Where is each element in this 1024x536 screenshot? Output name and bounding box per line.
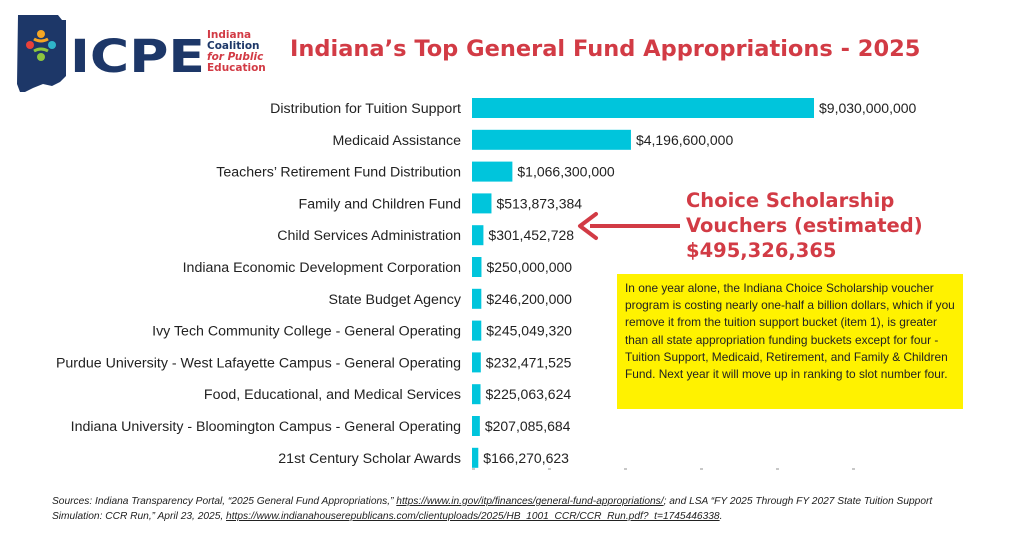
voucher-callout: Choice Scholarship Vouchers (estimated) … (686, 188, 923, 263)
data-label: $250,000,000 (486, 259, 572, 275)
data-label: $232,471,525 (486, 354, 572, 370)
category-label: State Budget Agency (328, 292, 461, 308)
data-label: $4,196,600,000 (636, 132, 734, 148)
data-label: $245,049,320 (486, 323, 572, 339)
bar (472, 129, 631, 150)
axis-tick (472, 468, 475, 470)
category-label: Distribution for Tuition Support (270, 101, 461, 117)
axis-tick (624, 468, 627, 470)
category-label: Ivy Tech Community College - General Ope… (152, 324, 461, 340)
axis-tick (700, 468, 703, 470)
bar (472, 288, 482, 309)
category-label: Medicaid Assistance (332, 133, 461, 149)
category-label: Purdue University - West Lafayette Campu… (56, 355, 461, 371)
sources-citation: Sources: Indiana Transparency Portal, “2… (52, 494, 972, 524)
category-label: Indiana Economic Development Corporation (183, 260, 461, 276)
axis-tick (852, 468, 855, 470)
data-label: $225,063,624 (486, 386, 572, 402)
bar (472, 447, 479, 468)
data-label: $301,452,728 (488, 227, 574, 243)
sources-text: . (719, 511, 723, 522)
data-label: $513,873,384 (496, 195, 582, 211)
bar (472, 98, 814, 118)
bar (472, 352, 481, 373)
axis-tick (548, 468, 551, 470)
category-label: Food, Educational, and Medical Services (204, 387, 461, 403)
callout-line: Vouchers (estimated) (686, 214, 923, 237)
bar (472, 416, 480, 436)
logo-org-line: Coalition (207, 40, 260, 52)
category-label: Teachers’ Retirement Fund Distribution (216, 165, 461, 181)
bar (472, 161, 513, 182)
source-link-house-republicans[interactable]: https://www.indianahouserepublicans.com/… (226, 511, 720, 522)
bar (472, 257, 482, 277)
category-label: Family and Children Fund (299, 196, 461, 212)
category-label: Indiana University - Bloomington Campus … (71, 419, 461, 435)
callout-line: $495,326,365 (686, 239, 837, 262)
data-label: $207,085,684 (485, 418, 571, 434)
bar (472, 320, 482, 341)
logo-acronym: ICPE (70, 30, 205, 83)
source-link-transparency-portal[interactable]: https://www.in.gov/itp/finances/general-… (396, 496, 664, 507)
bar (472, 225, 484, 246)
callout-arrow-head (578, 212, 598, 240)
logo-org-line: Indiana (207, 29, 252, 41)
figures-icon (26, 30, 56, 61)
category-label: 21st Century Scholar Awards (278, 451, 461, 467)
bar (472, 384, 481, 405)
data-label: $9,030,000,000 (819, 100, 917, 116)
chart-title: Indiana’s Top General Fund Appropriation… (290, 36, 921, 62)
data-label: $1,066,300,000 (517, 164, 615, 180)
voucher-note: In one year alone, the Indiana Choice Sc… (617, 274, 963, 409)
sources-text: Sources: Indiana Transparency Portal, “2… (52, 496, 397, 507)
icpe-logo: ICPE (17, 15, 205, 92)
data-label: $166,270,623 (483, 450, 569, 466)
logo-org-line: Education (207, 62, 266, 74)
sources-text: ; and LSA “FY 2025 Through FY 2027 State… (52, 496, 933, 522)
data-label: $246,200,000 (486, 291, 572, 307)
category-label: Child Services Administration (277, 228, 461, 244)
axis-tick (776, 468, 779, 470)
bar-chart: Distribution for Tuition Support $9,030,0… (56, 98, 917, 470)
logo-org-line: for Public (207, 51, 264, 63)
bar (472, 193, 492, 214)
callout-line: Choice Scholarship (686, 189, 895, 212)
logo-org-name: Indiana Coalition for Public Education (207, 30, 277, 74)
